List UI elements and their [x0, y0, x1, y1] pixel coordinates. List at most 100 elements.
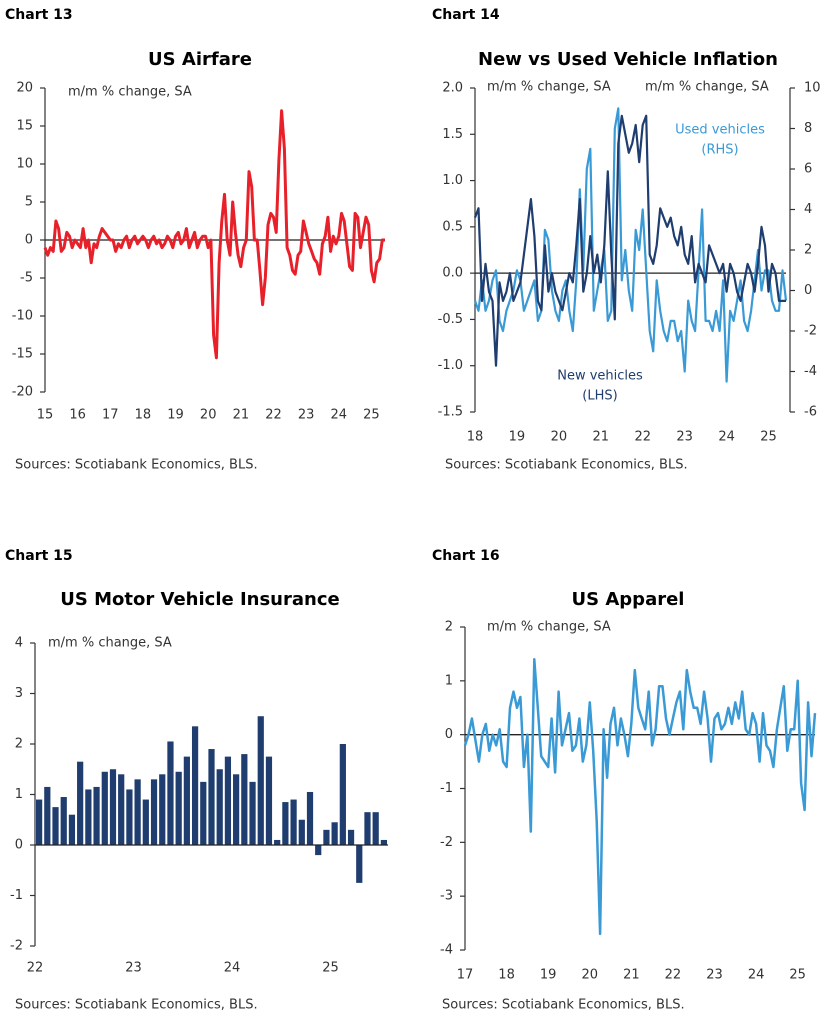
bar — [101, 771, 108, 845]
bar — [68, 814, 76, 845]
data-line — [473, 114, 786, 367]
bar — [331, 822, 338, 845]
chart-label: Chart 13 — [5, 7, 73, 23]
x-tick-label: 23 — [676, 430, 693, 445]
y-tick-label: -0.5 — [438, 312, 463, 327]
data-line — [43, 109, 385, 360]
chart-label: Chart 14 — [432, 7, 500, 23]
y-axis-label: m/m % change, SA — [48, 636, 172, 651]
y-tick-label: -1 — [440, 781, 453, 796]
bar — [77, 761, 84, 845]
bar — [380, 839, 387, 845]
y2-tick-label: -2 — [804, 324, 817, 339]
bar — [85, 789, 92, 845]
y-axis-label: m/m % change, SA — [487, 620, 611, 635]
x-tick-label: 22 — [665, 968, 682, 983]
bar — [44, 786, 51, 845]
y-tick-label: 2 — [15, 737, 23, 752]
bar — [282, 802, 289, 845]
y-tick-label: 0.5 — [442, 219, 463, 234]
x-tick-label: 22 — [634, 430, 651, 445]
y-tick-label: -2 — [440, 835, 453, 850]
y-tick-label: 0.0 — [442, 266, 463, 281]
x-tick-label: 25 — [363, 408, 380, 423]
y2-tick-label: 8 — [804, 121, 812, 136]
bar — [233, 774, 240, 845]
source: Sources: Scotiabank Economics, BLS. — [15, 998, 258, 1013]
series-axis-note: (RHS) — [701, 143, 738, 158]
x-tick-label: 20 — [581, 968, 598, 983]
x-tick-label: 18 — [135, 408, 152, 423]
chart-label: Chart 16 — [432, 548, 500, 564]
bar — [241, 754, 248, 845]
series-axis-note: (LHS) — [582, 389, 617, 404]
bar — [134, 779, 141, 845]
bar — [265, 756, 273, 845]
y-tick-label: 1.0 — [442, 173, 463, 188]
y-tick-label: -5 — [20, 271, 33, 286]
y-tick-label: 4 — [15, 636, 23, 651]
x-tick-label: 24 — [748, 968, 765, 983]
x-tick-label: 19 — [540, 968, 557, 983]
bar — [208, 749, 215, 845]
bar — [274, 839, 281, 845]
y-tick-label: 15 — [16, 119, 33, 134]
bar — [167, 741, 174, 845]
x-tick-label: 24 — [224, 961, 241, 976]
x-tick-label: 18 — [498, 968, 515, 983]
bar — [126, 789, 133, 845]
y-tick-label: -4 — [440, 943, 453, 958]
chart-title: US Apparel — [572, 589, 685, 610]
y-tick-label: 1.5 — [442, 127, 463, 142]
y-tick-label: -1 — [10, 888, 23, 903]
x-tick-label: 17 — [102, 408, 119, 423]
bar — [249, 781, 256, 845]
y2-tick-label: 4 — [804, 202, 812, 217]
bar — [323, 829, 330, 845]
x-tick-label: 21 — [233, 408, 250, 423]
x-tick-label: 19 — [509, 430, 526, 445]
y-tick-label: 1 — [445, 673, 453, 688]
x-tick-label: 22 — [265, 408, 282, 423]
bar — [216, 769, 223, 845]
y-tick-label: -1.0 — [438, 358, 463, 373]
source: Sources: Scotiabank Economics, BLS. — [442, 998, 685, 1013]
x-tick-label: 20 — [200, 408, 217, 423]
series-label: Used vehicles — [675, 123, 765, 138]
data-line — [463, 658, 817, 936]
y-tick-label: 0 — [25, 233, 33, 248]
chart-title: New vs Used Vehicle Inflation — [478, 49, 778, 70]
data-line — [473, 107, 788, 383]
bar — [356, 845, 363, 883]
y2-tick-label: -6 — [804, 405, 817, 420]
bar — [183, 756, 190, 845]
y-tick-label: -20 — [12, 385, 33, 400]
x-tick-label: 25 — [789, 968, 806, 983]
bar — [339, 744, 346, 845]
x-tick-label: 23 — [125, 961, 142, 976]
bar — [109, 769, 117, 845]
y-tick-label: 0 — [15, 838, 23, 853]
y-tick-label: -2 — [10, 939, 23, 954]
x-tick-label: 19 — [167, 408, 184, 423]
x-tick-label: 22 — [27, 961, 44, 976]
y-tick-label: 0 — [445, 727, 453, 742]
y-tick-label: -15 — [12, 347, 33, 362]
bar — [290, 799, 297, 845]
x-tick-label: 18 — [467, 430, 484, 445]
x-tick-label: 24 — [330, 408, 347, 423]
y2-tick-label: 6 — [804, 162, 812, 177]
y2-tick-label: 2 — [804, 243, 812, 258]
bar — [118, 774, 125, 845]
chart-label: Chart 15 — [5, 548, 73, 564]
x-tick-label: 25 — [322, 961, 339, 976]
y-tick-label: 1 — [15, 787, 23, 802]
bar — [364, 812, 371, 845]
bar — [315, 845, 322, 856]
bar — [175, 771, 182, 845]
bar — [257, 716, 264, 845]
bar — [347, 829, 355, 845]
y2-axis-label: m/m % change, SA — [645, 80, 769, 95]
chart-title: US Motor Vehicle Insurance — [60, 589, 339, 610]
